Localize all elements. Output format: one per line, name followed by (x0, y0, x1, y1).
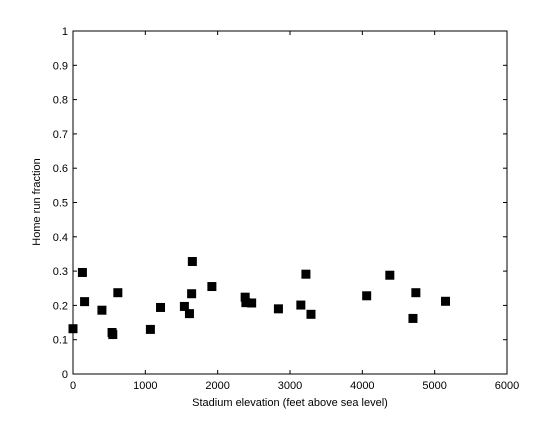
x-tick-label: 1000 (133, 380, 157, 392)
data-point (179, 301, 189, 311)
data-point (187, 256, 197, 266)
data-point (301, 269, 311, 279)
data-point (80, 297, 90, 307)
y-tick-label: 0.8 (53, 95, 68, 107)
x-axis-label: Stadium elevation (feet above sea level) (192, 397, 388, 409)
x-tick-label: 0 (70, 380, 76, 392)
data-point (240, 292, 250, 302)
y-tick-label: 0.4 (53, 232, 68, 244)
x-tick-label: 6000 (495, 380, 519, 392)
data-points (68, 256, 451, 340)
data-point (411, 288, 421, 298)
y-tick-label: 0.5 (53, 198, 68, 210)
y-axis-label: Home run fraction (31, 158, 43, 245)
data-point (408, 313, 418, 323)
y-tick-label: 0.3 (53, 266, 68, 278)
y-tick-label: 0.2 (53, 300, 68, 312)
data-point (296, 300, 306, 310)
y-tick-label: 0.1 (53, 335, 68, 347)
data-point (441, 296, 451, 306)
data-point (113, 288, 123, 298)
data-point (247, 298, 257, 308)
data-point (273, 304, 283, 314)
data-point (108, 330, 118, 340)
x-tick-label: 2000 (205, 380, 229, 392)
data-point (362, 291, 372, 301)
x-tick-label: 4000 (350, 380, 374, 392)
y-tick-label: 1 (62, 26, 68, 38)
y-tick-label: 0 (62, 369, 68, 381)
data-point (187, 289, 197, 299)
axis-tick-labels: 0 1000 2000 3000 4000 5000 6000 0 0.1 0.2 0.3 0.4 0.… (53, 26, 520, 392)
data-point (184, 309, 194, 319)
x-tick-label: 5000 (422, 380, 446, 392)
y-tick-label: 0.7 (53, 129, 68, 141)
plot-background (73, 31, 507, 374)
data-point (306, 309, 316, 319)
data-point (97, 305, 107, 315)
y-tick-label: 0.9 (53, 60, 68, 72)
data-point (385, 270, 395, 280)
data-point (207, 282, 217, 292)
y-tick-label: 0.6 (53, 163, 68, 175)
plot-frame (72, 30, 508, 375)
data-point (77, 267, 87, 277)
data-point (145, 324, 155, 334)
data-point (156, 302, 166, 312)
x-tick-label: 3000 (278, 380, 302, 392)
data-point (241, 298, 251, 308)
